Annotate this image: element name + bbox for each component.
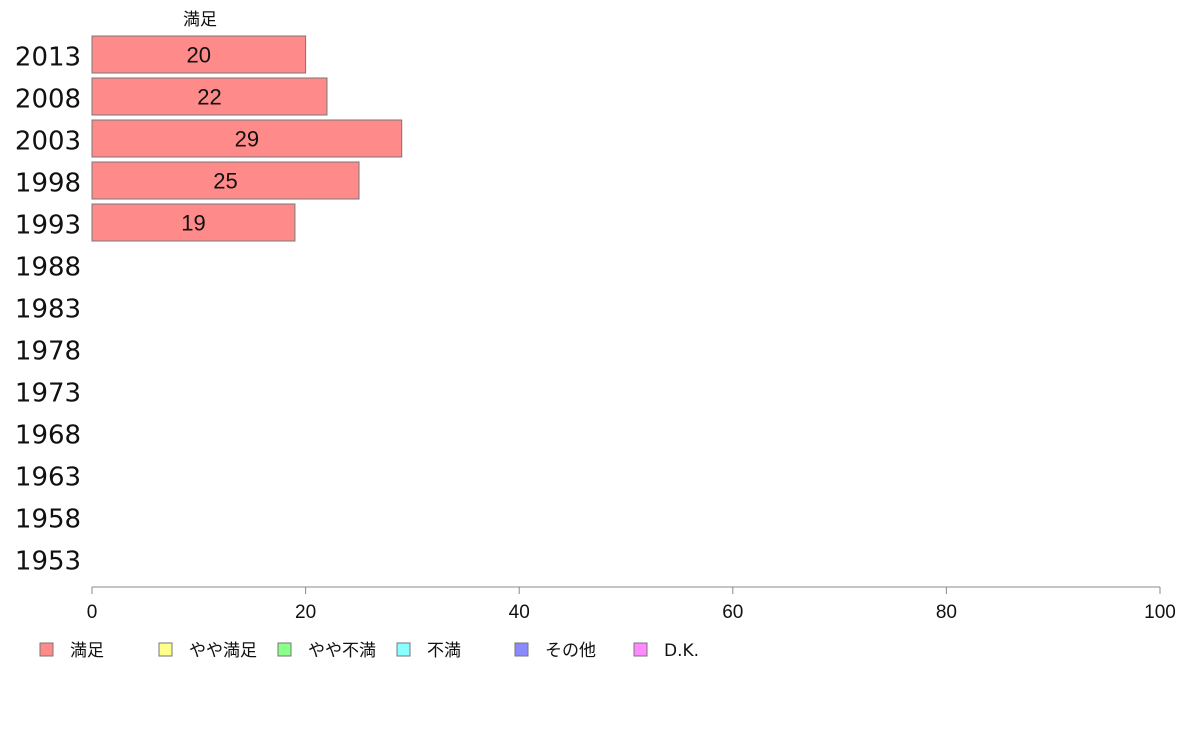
bars: 20 22 29 25 19	[91, 35, 403, 242]
year-label: 1968	[15, 421, 81, 451]
bar	[91, 35, 307, 74]
legend-label: やや満足	[189, 641, 257, 661]
year-label: 1988	[15, 253, 81, 283]
bar-value-label: 19	[181, 211, 205, 236]
legend-swatch	[158, 642, 173, 657]
bar	[91, 77, 328, 116]
legend-label: 不満	[427, 641, 461, 661]
bar-value-label: 22	[197, 85, 221, 110]
year-label: 2003	[15, 127, 81, 157]
year-label: 1978	[15, 337, 81, 367]
legend-label: 満足	[70, 641, 104, 661]
year-label: 1983	[15, 295, 81, 325]
x-tick-label: 60	[722, 602, 743, 623]
year-labels: 2013 2008 2003 1998 1993 1988 1983 1978 1973 1968…	[15, 43, 81, 577]
legend-label: やや不満	[308, 641, 376, 661]
legend-swatch	[39, 642, 54, 657]
x-axis: 0 20 40 60 80 100	[87, 586, 1176, 623]
series-title-group: 満足	[183, 10, 217, 30]
x-tick-label: 0	[87, 602, 98, 623]
bar-value-label: 20	[187, 43, 211, 68]
x-tick-label: 80	[936, 602, 957, 623]
year-label: 1963	[15, 463, 81, 493]
series-title: 満足	[183, 10, 217, 30]
x-tick-label: 20	[295, 602, 316, 623]
year-label: 1993	[15, 211, 81, 241]
bar	[91, 161, 360, 200]
legend-swatch	[396, 642, 411, 657]
legend-label: その他	[545, 641, 596, 661]
bar	[91, 203, 296, 242]
legend: 満足 やや満足 やや不満 不満 その他 D.K.	[39, 641, 699, 661]
x-tick-label: 100	[1144, 602, 1176, 623]
legend-swatch	[514, 642, 529, 657]
year-label: 2008	[15, 85, 81, 115]
bar-value-label: 29	[235, 127, 259, 152]
bar	[91, 119, 403, 158]
year-label: 2013	[15, 43, 81, 73]
legend-swatch	[277, 642, 292, 657]
legend-label: D.K.	[664, 641, 699, 661]
year-label: 1998	[15, 169, 81, 199]
year-label: 1953	[15, 547, 81, 577]
year-label: 1973	[15, 379, 81, 409]
legend-swatch	[633, 642, 648, 657]
x-tick-label: 40	[509, 602, 530, 623]
bar-value-label: 25	[213, 169, 237, 194]
year-label: 1958	[15, 505, 81, 535]
